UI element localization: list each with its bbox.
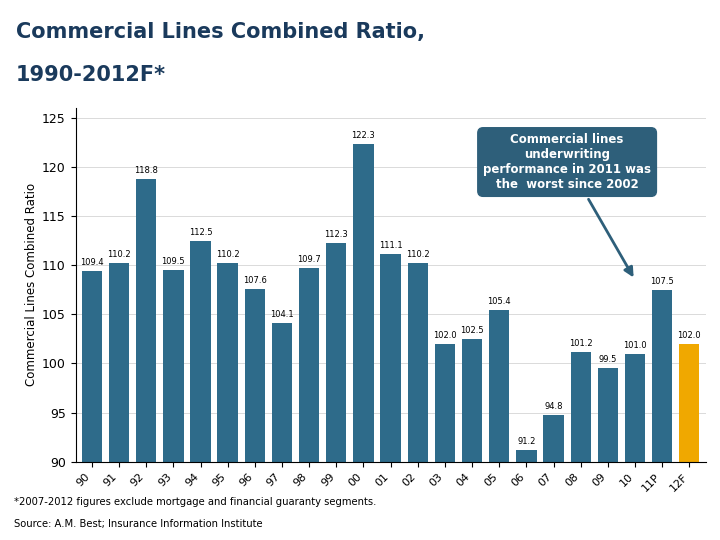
Bar bbox=[217, 263, 238, 462]
Text: Commercial Lines Combined Ratio,: Commercial Lines Combined Ratio, bbox=[16, 22, 425, 42]
Bar bbox=[598, 368, 618, 462]
Text: 107.6: 107.6 bbox=[243, 276, 267, 285]
Text: 110.2: 110.2 bbox=[216, 251, 240, 259]
Text: 112.5: 112.5 bbox=[189, 228, 212, 237]
Text: 1990-2012F*: 1990-2012F* bbox=[16, 65, 166, 85]
Bar bbox=[544, 415, 564, 462]
Text: 105.4: 105.4 bbox=[487, 298, 511, 307]
Text: Source: A.M. Best; Insurance Information Institute: Source: A.M. Best; Insurance Information… bbox=[14, 518, 263, 529]
Bar bbox=[570, 352, 591, 462]
Text: 101.0: 101.0 bbox=[624, 341, 647, 350]
Text: 94.8: 94.8 bbox=[544, 402, 563, 410]
Text: 112.3: 112.3 bbox=[325, 230, 348, 239]
Text: 101.2: 101.2 bbox=[569, 339, 593, 348]
Text: 109.7: 109.7 bbox=[297, 255, 321, 264]
Bar bbox=[299, 268, 319, 462]
Text: 102.5: 102.5 bbox=[460, 326, 484, 335]
Text: 102.0: 102.0 bbox=[678, 331, 701, 340]
Bar bbox=[109, 263, 129, 462]
Text: 110.2: 110.2 bbox=[406, 251, 430, 259]
Bar bbox=[326, 242, 346, 462]
Text: 109.5: 109.5 bbox=[161, 257, 185, 266]
Text: 102.0: 102.0 bbox=[433, 331, 456, 340]
Y-axis label: Commercial Lines Combined Ratio: Commercial Lines Combined Ratio bbox=[24, 183, 38, 387]
Text: 118.8: 118.8 bbox=[134, 166, 158, 175]
Text: 107.5: 107.5 bbox=[650, 277, 674, 286]
Bar bbox=[462, 339, 482, 462]
Bar bbox=[163, 270, 184, 462]
Text: 111.1: 111.1 bbox=[379, 241, 402, 251]
Text: 109.4: 109.4 bbox=[80, 258, 104, 267]
Bar bbox=[679, 344, 700, 462]
Bar bbox=[489, 310, 510, 462]
Text: 99.5: 99.5 bbox=[598, 355, 617, 364]
Text: *2007-2012 figures exclude mortgage and financial guaranty segments.: *2007-2012 figures exclude mortgage and … bbox=[14, 497, 377, 507]
Bar bbox=[435, 344, 455, 462]
Text: 104.1: 104.1 bbox=[270, 310, 294, 319]
Text: 110.2: 110.2 bbox=[107, 251, 131, 259]
Bar bbox=[136, 179, 156, 462]
Bar bbox=[380, 254, 401, 462]
Text: 91.2: 91.2 bbox=[517, 437, 536, 446]
Bar bbox=[81, 271, 102, 462]
Bar bbox=[625, 354, 645, 462]
Bar bbox=[408, 263, 428, 462]
Bar bbox=[190, 241, 211, 462]
Text: 122.3: 122.3 bbox=[351, 131, 375, 140]
Bar bbox=[271, 323, 292, 462]
Bar bbox=[354, 144, 374, 462]
Text: Commercial lines
underwriting
performance in 2011 was
the  worst since 2002: Commercial lines underwriting performanc… bbox=[483, 133, 651, 275]
Bar bbox=[516, 450, 536, 462]
Bar bbox=[245, 289, 265, 462]
Bar bbox=[652, 290, 672, 462]
